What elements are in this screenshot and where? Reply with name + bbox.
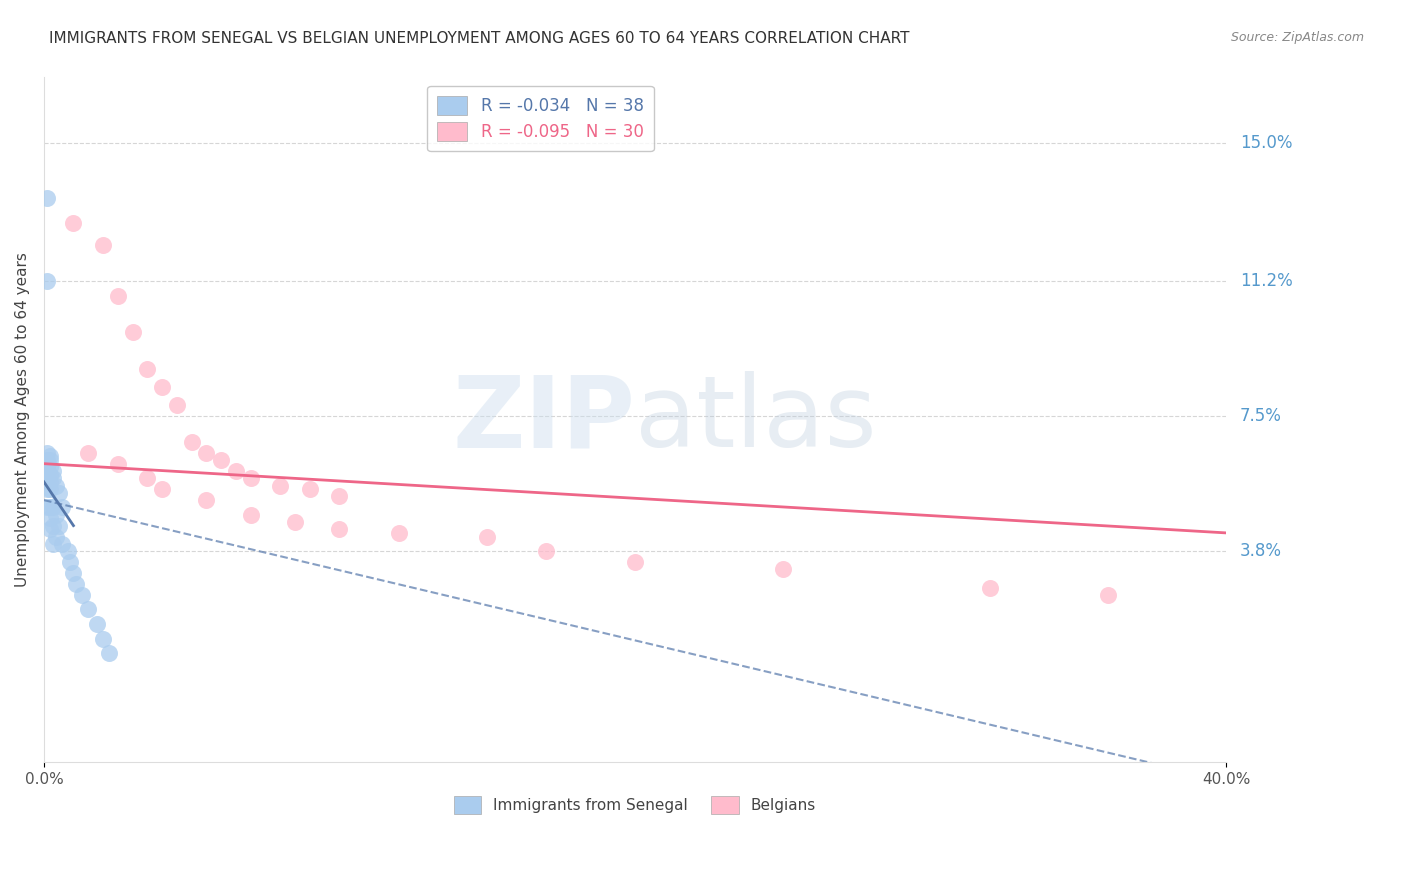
Point — [35, 453, 58, 467]
Point — [42, 500, 65, 515]
Point — [35, 275, 58, 289]
Point — [35, 191, 58, 205]
Point — [51, 500, 73, 515]
Point — [195, 493, 218, 508]
Point — [77, 602, 100, 616]
Point — [38, 511, 60, 525]
Point — [42, 464, 65, 478]
Point — [35, 467, 58, 482]
Point — [35, 500, 58, 515]
Point — [51, 537, 73, 551]
Point — [38, 522, 60, 536]
Point — [48, 518, 70, 533]
Point — [91, 632, 114, 646]
Point — [536, 544, 558, 558]
Text: 11.2%: 11.2% — [1240, 272, 1292, 291]
Point — [209, 453, 232, 467]
Point — [38, 482, 60, 496]
Y-axis label: Unemployment Among Ages 60 to 64 years: Unemployment Among Ages 60 to 64 years — [15, 252, 30, 587]
Point — [45, 478, 67, 492]
Point — [45, 508, 67, 522]
Point — [38, 500, 60, 515]
Text: IMMIGRANTS FROM SENEGAL VS BELGIAN UNEMPLOYMENT AMONG AGES 60 TO 64 YEARS CORREL: IMMIGRANTS FROM SENEGAL VS BELGIAN UNEMP… — [49, 31, 910, 46]
Point — [475, 529, 498, 543]
Point — [62, 216, 84, 230]
Point — [38, 460, 60, 475]
Point — [38, 450, 60, 464]
Point — [38, 475, 60, 489]
Point — [48, 485, 70, 500]
Point — [150, 380, 173, 394]
Point — [298, 482, 321, 496]
Point — [328, 522, 350, 536]
Point — [38, 453, 60, 467]
Point — [62, 566, 84, 580]
Point — [91, 238, 114, 252]
Point — [42, 537, 65, 551]
Point — [35, 460, 58, 475]
Text: 15.0%: 15.0% — [1240, 134, 1292, 152]
Point — [42, 471, 65, 485]
Point — [269, 478, 291, 492]
Point — [121, 326, 143, 340]
Point — [150, 482, 173, 496]
Point — [65, 577, 87, 591]
Point — [239, 508, 262, 522]
Point — [136, 362, 159, 376]
Point — [979, 581, 1001, 595]
Text: 3.8%: 3.8% — [1240, 542, 1282, 560]
Point — [45, 529, 67, 543]
Point — [56, 544, 79, 558]
Point — [38, 467, 60, 482]
Point — [107, 289, 129, 303]
Point — [35, 446, 58, 460]
Text: atlas: atlas — [636, 371, 876, 468]
Point — [284, 515, 307, 529]
Point — [624, 555, 647, 569]
Point — [1097, 588, 1119, 602]
Point — [387, 525, 409, 540]
Point — [166, 398, 188, 412]
Text: ZIP: ZIP — [453, 371, 636, 468]
Point — [239, 471, 262, 485]
Point — [195, 446, 218, 460]
Point — [97, 646, 120, 660]
Point — [86, 617, 108, 632]
Legend: Immigrants from Senegal, Belgians: Immigrants from Senegal, Belgians — [444, 788, 825, 823]
Point — [35, 482, 58, 496]
Point — [772, 562, 794, 576]
Point — [328, 490, 350, 504]
Point — [107, 457, 129, 471]
Point — [136, 471, 159, 485]
Text: 7.5%: 7.5% — [1240, 408, 1282, 425]
Text: Source: ZipAtlas.com: Source: ZipAtlas.com — [1230, 31, 1364, 45]
Point — [77, 446, 100, 460]
Point — [42, 518, 65, 533]
Point — [225, 464, 247, 478]
Point — [180, 434, 202, 449]
Point — [59, 555, 82, 569]
Point — [72, 588, 94, 602]
